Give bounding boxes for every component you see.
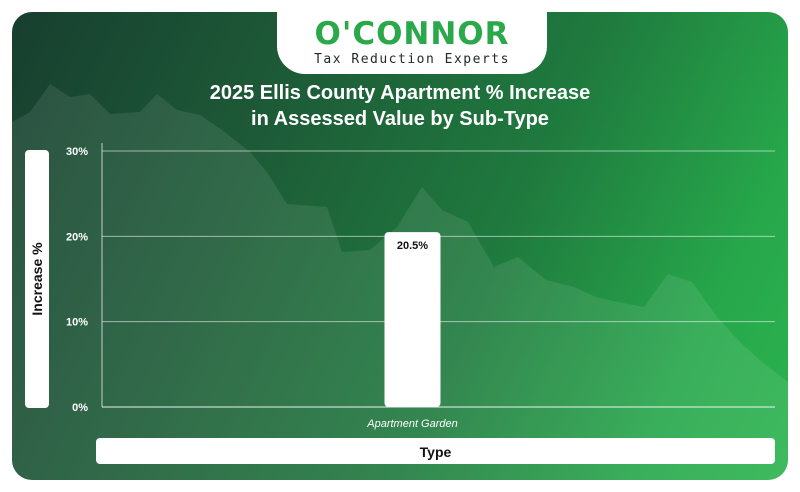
y-tick-label: 10%	[66, 317, 88, 329]
brand-tagline: Tax Reduction Experts	[314, 52, 510, 67]
y-axis-label-box	[25, 150, 49, 408]
bar	[384, 232, 441, 407]
brand-logo: O'CONNOR	[314, 16, 510, 52]
x-axis-label: Type	[419, 444, 452, 460]
y-tick-label: 20%	[66, 231, 88, 243]
y-tick-label: 0%	[72, 402, 88, 414]
chart-title: 2025 Ellis County Apartment % Increase i…	[100, 80, 700, 132]
bar-value-label: 20.5%	[397, 240, 428, 252]
chart-title-line-1: 2025 Ellis County Apartment % Increase	[209, 82, 591, 104]
logo-tab: O'CONNOR Tax Reduction Experts	[277, 12, 547, 74]
category-label: Apartment Garden	[366, 418, 458, 430]
x-axis-label-box	[96, 438, 775, 464]
y-tick-label: 30%	[66, 146, 88, 158]
chart-title-line-2: in Assessed Value by Sub-Type	[251, 108, 549, 130]
